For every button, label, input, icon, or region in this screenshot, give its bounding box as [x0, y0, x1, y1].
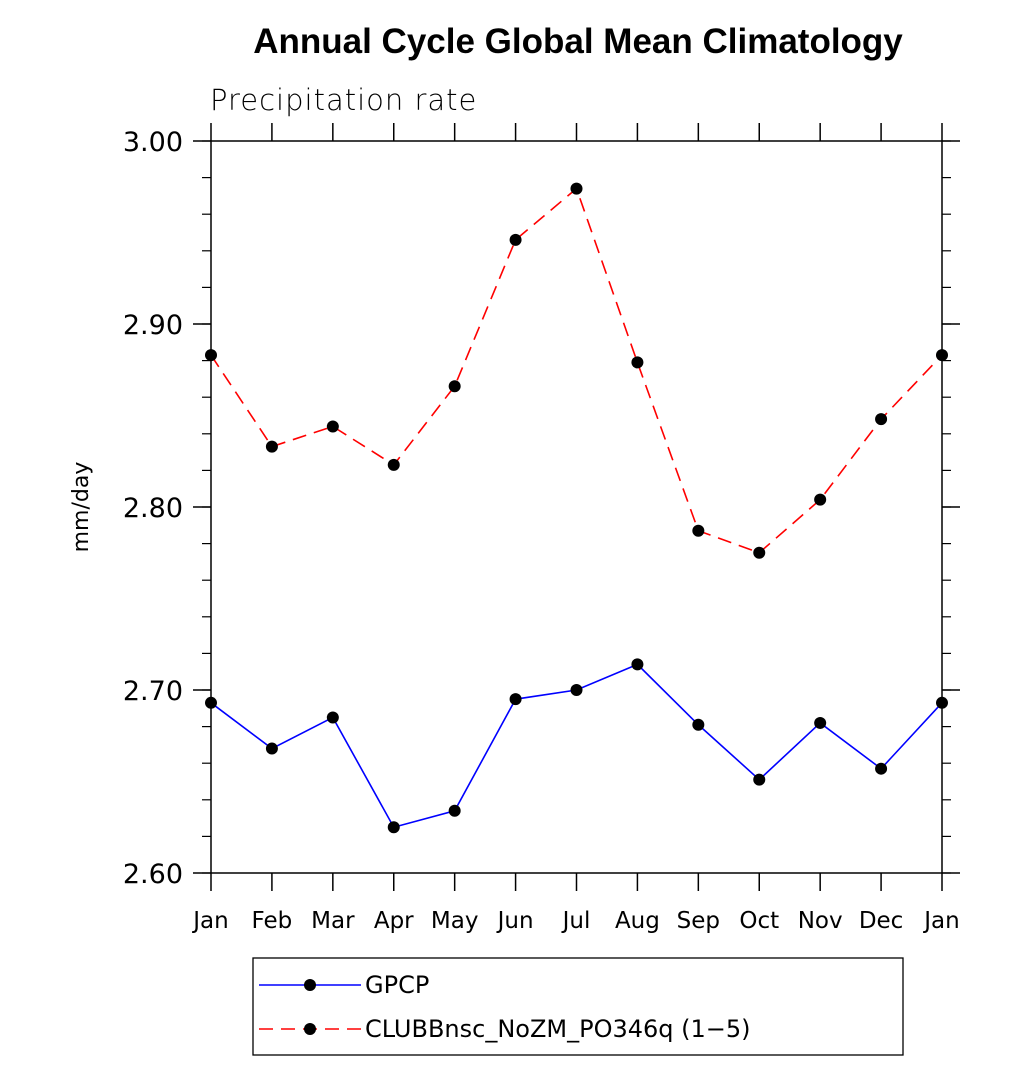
data-point-0 [387, 821, 400, 834]
data-point-1 [205, 349, 217, 362]
data-point-0 [814, 716, 827, 729]
data-point-0 [265, 742, 278, 755]
data-point-0 [692, 718, 705, 731]
data-point-0 [205, 696, 217, 709]
legend-label-gpcp: GPCP [365, 971, 429, 999]
data-point-1 [326, 420, 339, 433]
legend-box [252, 957, 904, 1056]
data-point-0 [631, 658, 644, 671]
axes: 2.60 2.70 2.80 2.90 3.00 Jan Feb Mar Apr May Jun Ju… [123, 123, 960, 934]
data-point-1 [448, 380, 461, 393]
data-point-1 [387, 458, 400, 471]
x-tick-label: Oct [739, 908, 779, 934]
x-tick-label: Nov [798, 908, 843, 934]
data-point-1 [875, 413, 888, 426]
data-point-0 [936, 696, 948, 709]
chart-subtitle: Precipitation rate [210, 83, 477, 117]
legend-label-clubb: CLUBBnsc_NoZM_PO346q (1−5) [365, 1015, 751, 1043]
data-point-1 [631, 356, 644, 369]
data-point-1 [265, 440, 278, 453]
x-tick-label: Dec [859, 908, 904, 934]
y-axis-label: mm/day [69, 462, 94, 553]
data-point-1 [509, 233, 522, 246]
data-point-0 [509, 693, 522, 706]
data-point-1 [570, 182, 583, 195]
y-tick-label: 2.60 [123, 859, 183, 890]
data-point-1 [814, 493, 827, 506]
x-tick-label: May [431, 908, 479, 934]
x-tick-label: Feb [252, 908, 293, 934]
data-point-1 [753, 546, 766, 559]
data-point-0 [875, 762, 888, 775]
x-tick-label: Apr [374, 908, 414, 934]
data-point-0 [448, 804, 461, 817]
x-tick-label: Jan [922, 908, 959, 934]
x-tick-label: Sep [677, 908, 720, 934]
series-line-1 [210, 187, 943, 554]
data-point-0 [570, 684, 583, 696]
x-tick-label: Jun [496, 908, 534, 934]
x-tick-label: Aug [615, 908, 660, 934]
legend: GPCP CLUBBnsc_NoZM_PO346q (1−5) [252, 957, 904, 1056]
x-tick-label: Jan [191, 908, 228, 934]
chart-title: Annual Cycle Global Mean Climatology [253, 22, 903, 61]
data-point-0 [326, 711, 339, 724]
x-tick-label: Jul [561, 908, 591, 934]
legend-marker-0 [304, 979, 316, 991]
y-tick-label: 2.90 [123, 310, 183, 341]
legend-marker-1 [304, 1023, 316, 1035]
data-point-1 [936, 349, 948, 362]
y-tick-label: 3.00 [123, 127, 183, 158]
data-point-1 [692, 524, 705, 537]
plot-frame [210, 140, 943, 874]
y-tick-label: 2.80 [123, 493, 183, 524]
plot-area [205, 182, 948, 834]
y-tick-label: 2.70 [123, 676, 183, 707]
data-point-0 [753, 773, 766, 786]
x-tick-label: Mar [311, 908, 355, 934]
